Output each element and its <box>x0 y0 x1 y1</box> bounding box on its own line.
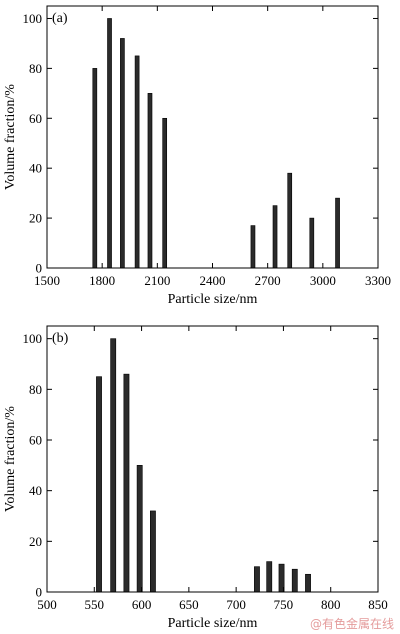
x-tick-label-1-4: 700 <box>226 597 246 612</box>
bar-1-4 <box>150 510 156 593</box>
y-tick-label-1-3: 60 <box>29 433 42 448</box>
y-tick-label-0-1: 20 <box>29 211 42 226</box>
bar-0-8 <box>287 172 293 269</box>
bar-0-5 <box>162 117 168 269</box>
x-axis-title-0: Particle size/nm <box>168 292 258 307</box>
y-tick-label-1-2: 40 <box>29 483 42 498</box>
bar-1-2 <box>123 373 130 593</box>
bar-0-10 <box>335 197 340 269</box>
x-tick-label-1-2: 600 <box>132 597 152 612</box>
bar-0-4 <box>147 93 153 269</box>
x-tick-label-0-1: 1800 <box>89 273 115 288</box>
panel-label-0: (a) <box>52 11 68 26</box>
watermark: @有色金属在线 <box>309 617 394 631</box>
x-tick-label-0-3: 2400 <box>200 273 226 288</box>
y-tick-label-1-4: 80 <box>29 382 42 397</box>
y-tick-label-1-5: 100 <box>23 331 43 346</box>
x-tick-label-1-7: 850 <box>368 597 388 612</box>
y-axis-title-1: Volume fraction/% <box>3 406 18 512</box>
x-tick-label-1-5: 750 <box>274 597 294 612</box>
bar-1-6 <box>266 561 273 593</box>
x-tick-label-0-5: 3000 <box>310 273 336 288</box>
bar-1-3 <box>136 465 143 593</box>
x-tick-label-1-3: 650 <box>179 597 199 612</box>
y-tick-label-1-0: 0 <box>36 585 43 600</box>
bar-0-1 <box>107 18 112 269</box>
chart-panel-0: 1500 1800 2100 2400 2700 3000 3300 0 20 40 60 80 100… <box>3 5 391 307</box>
y-tick-label-0-3: 60 <box>29 111 42 126</box>
bar-0-0 <box>92 68 98 269</box>
y-tick-label-1-1: 20 <box>29 534 42 549</box>
bar-0-3 <box>134 55 140 269</box>
bar-1-5 <box>254 566 260 593</box>
x-axis-title-1: Particle size/nm <box>168 616 258 631</box>
x-tick-label-0-0: 1500 <box>34 273 60 288</box>
bar-0-2 <box>120 38 125 269</box>
bar-1-8 <box>291 568 298 593</box>
x-tick-label-1-1: 550 <box>85 597 105 612</box>
y-tick-label-0-5: 100 <box>23 11 43 26</box>
bar-0-7 <box>272 205 278 269</box>
x-tick-label-1-0: 500 <box>37 597 57 612</box>
panel-label-1: (b) <box>52 331 69 346</box>
bar-1-0 <box>96 376 102 593</box>
y-tick-label-0-0: 0 <box>36 261 43 276</box>
plot-frame-1 <box>46 325 379 593</box>
x-tick-label-0-4: 2700 <box>255 273 281 288</box>
bar-0-6 <box>250 225 256 269</box>
x-tick-label-0-6: 3300 <box>365 273 391 288</box>
bar-1-9 <box>305 573 311 593</box>
x-tick-label-0-2: 2100 <box>144 273 170 288</box>
bar-0-9 <box>309 217 315 269</box>
x-tick-label-1-6: 800 <box>321 597 341 612</box>
bar-1-1 <box>110 338 117 593</box>
y-tick-label-0-4: 80 <box>29 61 42 76</box>
y-tick-label-0-2: 40 <box>29 161 42 176</box>
y-axis-title-0: Volume fraction/% <box>3 84 18 190</box>
chart-panel-1: 500 550 600 650 700 750 800 850 0 20 40 60 80 100 Part… <box>3 325 388 631</box>
